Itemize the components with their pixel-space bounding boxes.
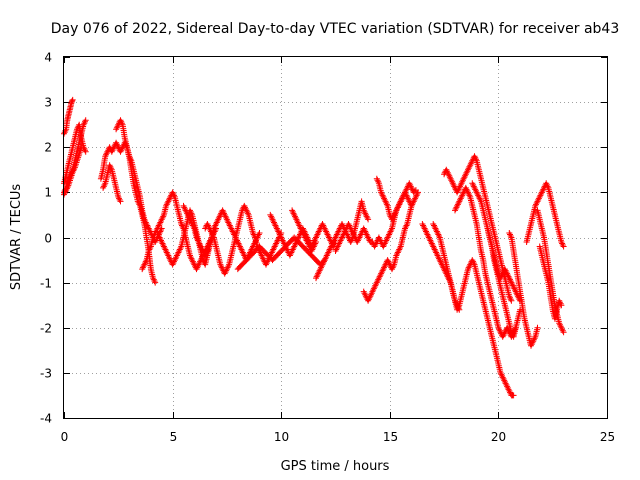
series-t19 <box>419 221 517 399</box>
data-markers <box>61 96 567 399</box>
y-tick-label: -1 <box>40 277 52 291</box>
data-point <box>415 189 421 196</box>
series-t14 <box>289 207 319 254</box>
data-point <box>69 98 76 104</box>
data-point <box>101 181 108 188</box>
x-tick-label: 10 <box>274 430 289 444</box>
y-tick-label: -4 <box>40 412 52 426</box>
series-t5 <box>97 139 159 286</box>
y-axis-label: SDTVAR / TECUs <box>9 184 24 291</box>
x-tick-label: 5 <box>170 430 178 444</box>
y-tick-label: 2 <box>44 141 52 155</box>
x-tick-label: 0 <box>61 430 69 444</box>
data-point <box>69 96 76 103</box>
data-point <box>82 117 89 124</box>
x-axis-label: GPS time / hours <box>281 459 390 474</box>
x-tick-label: 25 <box>600 430 615 444</box>
series-t18 <box>373 175 415 223</box>
data-point <box>82 148 89 155</box>
data-point <box>313 239 319 245</box>
series-t28 <box>536 243 565 322</box>
data-point <box>508 297 515 304</box>
plot-frame <box>63 56 608 419</box>
data-point <box>510 392 517 399</box>
y-tick-label: 0 <box>44 232 52 246</box>
series-t7 <box>100 162 124 205</box>
data-point <box>81 120 88 127</box>
series-t11 <box>202 202 285 277</box>
series-t23 <box>430 221 463 313</box>
data-point <box>560 329 567 336</box>
data-point <box>408 202 415 209</box>
x-tick-label: 15 <box>383 430 398 444</box>
data-point <box>365 216 372 223</box>
series-t17 <box>360 189 421 304</box>
series-t21 <box>452 184 519 340</box>
tick-labels: 0 5 10 15 20 25 -4 -3 -2 -1 0 1 2 3 4 <box>40 51 615 445</box>
data-point <box>375 178 382 185</box>
series-t4 <box>61 144 85 198</box>
data-point <box>558 302 565 309</box>
y-tick-label: 4 <box>44 51 52 65</box>
series-t25 <box>506 230 541 349</box>
y-tick-label: 1 <box>44 186 52 200</box>
data-point <box>256 230 263 236</box>
data-point <box>456 306 463 313</box>
data-point <box>560 243 567 250</box>
data-point <box>78 144 85 151</box>
series-t27 <box>534 207 567 336</box>
x-tick-label: 20 <box>491 430 506 444</box>
data-point <box>117 198 124 205</box>
data-point <box>152 279 159 286</box>
y-tick-label: -3 <box>40 367 52 381</box>
y-tick-label: -2 <box>40 322 52 336</box>
chart-title: Day 076 of 2022, Sidereal Day-to-day VTE… <box>51 21 620 37</box>
data-point <box>534 324 541 331</box>
series-t26 <box>523 180 567 250</box>
y-tick-label: 3 <box>44 96 52 110</box>
